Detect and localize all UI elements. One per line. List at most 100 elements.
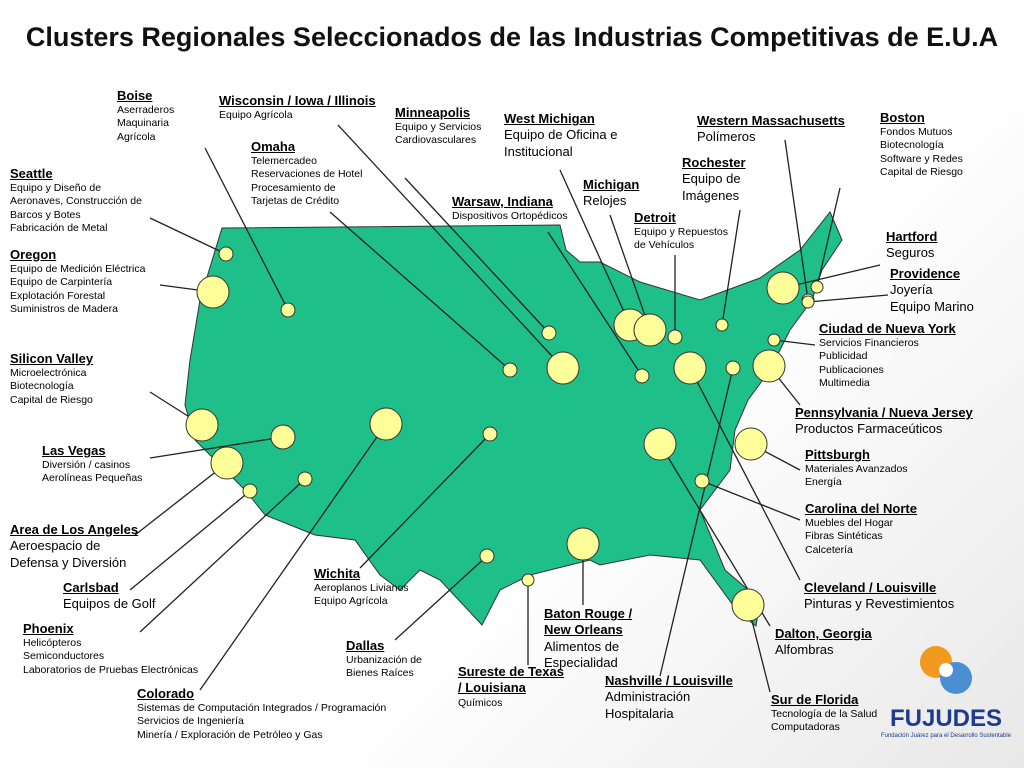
cluster-item: Agrícola <box>117 130 156 143</box>
cluster-dot <box>566 527 600 561</box>
cluster-item: Biotecnología <box>10 380 74 393</box>
cluster-name: Baton Rouge / New Orleans <box>544 606 633 638</box>
cluster-name: Pittsburgh <box>805 447 870 462</box>
cluster-label: Warsaw, Indiana Dispositivos Ortopédicos <box>452 194 568 223</box>
cluster-item: Equipo de Carpintería <box>10 276 113 289</box>
cluster-item: Aeroplanos Livianos <box>314 582 409 595</box>
leader-line <box>547 231 643 377</box>
cluster-name: Cleveland / Louisville <box>804 580 937 595</box>
cluster-label: Wichita Aeroplanos Livianos Equipo Agrícol… <box>314 566 409 609</box>
logo: FUJUDES Fundación Juárez para el Desarro… <box>876 640 1016 739</box>
cluster-name: Area de Los Angeles <box>10 522 139 537</box>
cluster-label: Ciudad de Nueva York Servicios Financiero… <box>819 321 956 390</box>
cluster-dot <box>725 360 741 376</box>
cluster-label: Las Vegas Diversión / casinos Aerolíneas P… <box>42 443 142 486</box>
cluster-item: Químicos <box>458 696 503 709</box>
cluster-item: Calcetería <box>805 543 853 556</box>
cluster-dot <box>801 295 815 309</box>
cluster-dot <box>694 473 710 489</box>
cluster-item: Muebles del Hogar <box>805 517 894 530</box>
cluster-label: Michigan Relojes <box>583 177 639 210</box>
cluster-label: Colorado Sistemas de Computación Integrad… <box>137 686 386 742</box>
cluster-item: Laboratorios de Pruebas Electrónicas <box>23 663 199 676</box>
cluster-item: Equipo de Oficina e <box>504 127 618 143</box>
cluster-dot <box>521 573 535 587</box>
leader-line <box>721 209 741 326</box>
cluster-item: Dispositivos Ortopédicos <box>452 210 568 223</box>
cluster-dot <box>810 280 824 294</box>
cluster-item: Seguros <box>886 245 935 261</box>
cluster-item: Joyería <box>890 282 933 298</box>
leader-line <box>139 478 306 633</box>
cluster-name: Carlsbad <box>63 580 119 595</box>
cluster-item: Sistemas de Computación Integrados / Pro… <box>137 702 387 715</box>
cluster-label: Cleveland / Louisville Pinturas y Revesti… <box>804 580 954 613</box>
cluster-name: Silicon Valley <box>10 351 94 366</box>
cluster-item: Suministros de Madera <box>10 302 118 315</box>
leader-line <box>149 436 284 459</box>
cluster-item: Defensa y Diversión <box>10 554 127 570</box>
cluster-label: Detroit Equipo y Repuestos de Vehículos <box>634 210 728 253</box>
cluster-name: Sur de Florida <box>771 692 859 707</box>
cluster-label: Sur de Florida Tecnología de la Salud Comp… <box>771 692 877 735</box>
cluster-label: Wisconsin / Iowa / Illinois Equipo Agríco… <box>219 93 376 122</box>
cluster-name: Las Vegas <box>42 443 106 458</box>
cluster-item: Capital de Riesgo <box>880 165 963 178</box>
leader-line <box>394 555 488 641</box>
cluster-item: Equipo de Medición Eléctrica <box>10 263 146 276</box>
cluster-item: Diversión / casinos <box>42 459 131 472</box>
cluster-name: Sureste de Texas / Louisiana <box>458 664 564 696</box>
cluster-name: Dalton, Georgia <box>775 626 872 641</box>
cluster-name: Wisconsin / Iowa / Illinois <box>219 93 376 108</box>
cluster-item: Equipo Agrícola <box>219 109 293 122</box>
leader-line <box>773 339 816 346</box>
cluster-dot <box>502 362 518 378</box>
cluster-label: Nashville / Louisville Administración Hosp… <box>605 673 733 722</box>
cluster-item: Biotecnología <box>880 139 944 152</box>
cluster-dot <box>734 427 768 461</box>
leader-line <box>149 217 227 255</box>
cluster-item: Equipo Agrícola <box>314 595 388 608</box>
cluster-dot <box>634 368 650 384</box>
cluster-item: Fabricación de Metal <box>10 221 108 234</box>
cluster-dot <box>482 426 498 442</box>
cluster-name: Michigan <box>583 177 640 192</box>
cluster-name: Seattle <box>10 166 53 181</box>
cluster-dot <box>280 302 296 318</box>
cluster-name: Wichita <box>314 566 361 581</box>
cluster-dot <box>242 483 258 499</box>
cluster-item: Servicios Financieros <box>819 337 919 350</box>
cluster-item: Institucional <box>504 143 573 159</box>
cluster-item: Aeronaves, Construcción de <box>10 195 142 208</box>
cluster-dot <box>541 325 557 341</box>
cluster-name: Hartford <box>886 229 938 244</box>
cluster-label: Rochester Equipo de Imágenes <box>682 155 746 204</box>
cluster-dot <box>210 446 244 480</box>
cluster-label: Baton Rouge / New Orleans Alimentos de Es… <box>544 606 654 671</box>
cluster-item: Telemercadeo <box>251 155 317 168</box>
logo-tagline: Fundación Juárez para el Desarrollo Sust… <box>880 733 1012 739</box>
cluster-dot <box>479 548 495 564</box>
cluster-label: Silicon Valley Microelectrónica Biotecnolo… <box>10 351 93 407</box>
cluster-label: Pennsylvania / Nueva Jersey Productos Far… <box>795 405 973 438</box>
logo-icon <box>920 646 972 694</box>
cluster-item: Helicópteros <box>23 637 82 650</box>
cluster-label: Minneapolis Equipo y Servicios Cardiovascu… <box>395 105 481 148</box>
cluster-label: Sureste de Texas / Louisiana Químicos <box>458 664 568 710</box>
cluster-name: Oregon <box>10 247 57 262</box>
cluster-dot <box>633 313 667 347</box>
leader-line <box>359 433 491 569</box>
leader-line <box>134 462 228 536</box>
cluster-item: Equipos de Golf <box>63 596 156 612</box>
cluster-label: Boise Aserraderos Maquinaria Agrícola <box>117 88 174 144</box>
cluster-label: Carlsbad Equipos de Golf <box>63 580 156 613</box>
cluster-label: Dallas Urbanización de Bienes Raíces <box>346 638 422 681</box>
cluster-dot <box>196 275 230 309</box>
leader-line <box>816 187 841 288</box>
cluster-label: Omaha Telemercadeo Reservaciones de Hotel P… <box>251 139 362 208</box>
cluster-item: Aerolíneas Pequeñas <box>42 472 143 485</box>
cluster-item: Equipo y Diseño de <box>10 182 102 195</box>
cluster-item: de Vehículos <box>634 239 695 252</box>
